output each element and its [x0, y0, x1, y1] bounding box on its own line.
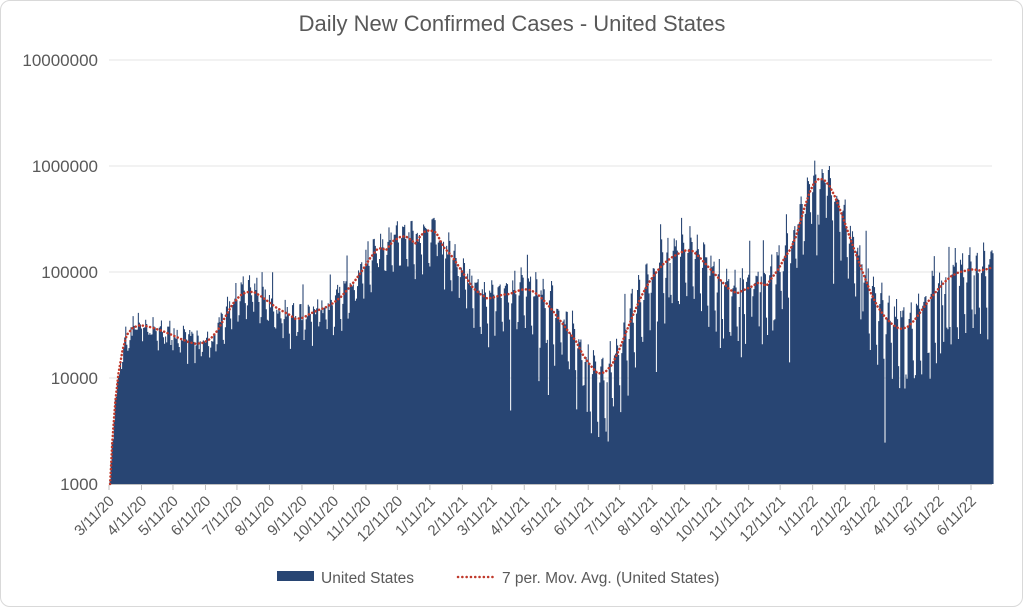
y-tick-label: 1000: [60, 475, 98, 494]
x-axis-ticks: [108, 485, 972, 490]
chart-title: Daily New Confirmed Cases - United State…: [299, 11, 726, 36]
daily-bars: [109, 160, 994, 484]
y-tick-label: 10000000: [22, 51, 98, 70]
moving-average-dots: [108, 177, 995, 486]
y-tick-label: 100000: [41, 263, 98, 282]
y-tick-label: 1000000: [32, 157, 98, 176]
y-axis-labels: 10000000 1000000 100000 10000 1000: [22, 51, 98, 494]
legend-ma-label: 7 per. Mov. Avg. (United States): [502, 570, 719, 587]
bars-series-united-states: [109, 160, 994, 484]
legend-bar-label: United States: [321, 570, 414, 587]
moving-average-line: [108, 177, 995, 486]
legend-bar-swatch-icon: [277, 571, 314, 581]
y-tick-label: 10000: [51, 369, 98, 388]
legend: United States 7 per. Mov. Avg. (United S…: [277, 570, 719, 587]
x-axis-labels: 3/11/204/11/205/11/206/11/207/11/208/11/…: [71, 493, 980, 546]
